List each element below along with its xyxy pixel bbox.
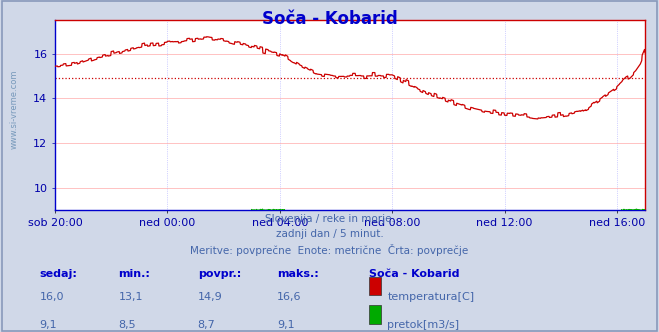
Text: 9,1: 9,1 — [40, 320, 57, 330]
Text: sedaj:: sedaj: — [40, 269, 77, 279]
Text: www.si-vreme.com: www.si-vreme.com — [10, 70, 19, 149]
Text: 16,6: 16,6 — [277, 292, 301, 302]
Text: 8,7: 8,7 — [198, 320, 215, 330]
Text: zadnji dan / 5 minut.: zadnji dan / 5 minut. — [275, 229, 384, 239]
Text: temperatura[C]: temperatura[C] — [387, 292, 474, 302]
Text: Soča - Kobarid: Soča - Kobarid — [262, 10, 397, 28]
Text: 13,1: 13,1 — [119, 292, 143, 302]
Text: 16,0: 16,0 — [40, 292, 64, 302]
Text: pretok[m3/s]: pretok[m3/s] — [387, 320, 459, 330]
Text: 14,9: 14,9 — [198, 292, 223, 302]
Text: 8,5: 8,5 — [119, 320, 136, 330]
Text: 9,1: 9,1 — [277, 320, 295, 330]
Text: Soča - Kobarid: Soča - Kobarid — [369, 269, 459, 279]
Text: Meritve: povprečne  Enote: metrične  Črta: povprečje: Meritve: povprečne Enote: metrične Črta:… — [190, 244, 469, 256]
Text: min.:: min.: — [119, 269, 150, 279]
Text: Slovenija / reke in morje.: Slovenija / reke in morje. — [264, 214, 395, 224]
Text: maks.:: maks.: — [277, 269, 318, 279]
Text: povpr.:: povpr.: — [198, 269, 241, 279]
